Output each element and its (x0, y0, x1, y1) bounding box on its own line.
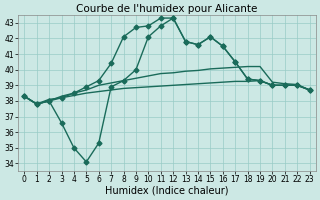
Title: Courbe de l'humidex pour Alicante: Courbe de l'humidex pour Alicante (76, 4, 258, 14)
X-axis label: Humidex (Indice chaleur): Humidex (Indice chaleur) (105, 186, 229, 196)
